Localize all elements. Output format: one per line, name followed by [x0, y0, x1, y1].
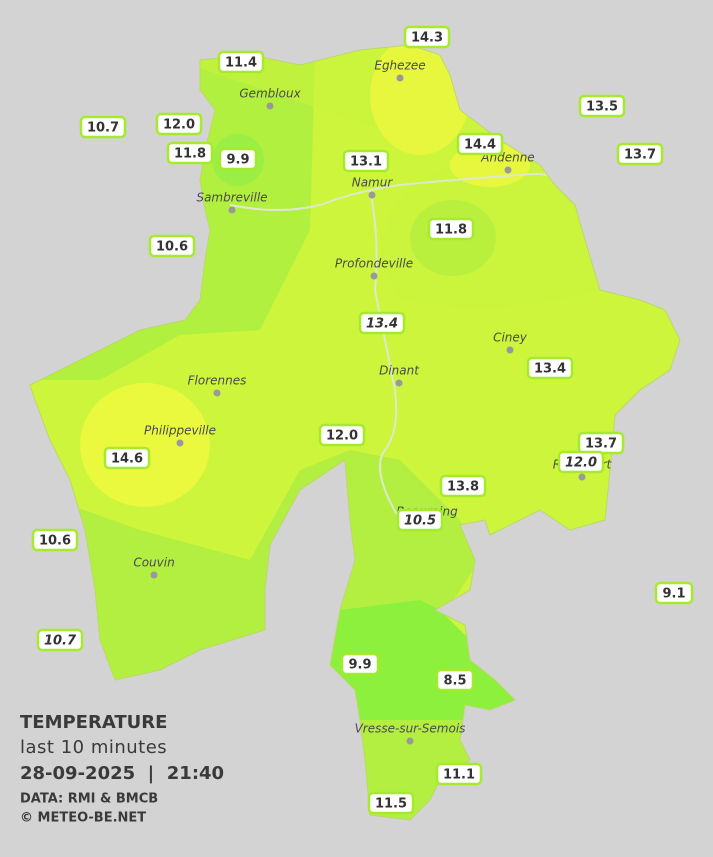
station-box	[79, 115, 127, 139]
town-dot	[504, 166, 512, 174]
station-value: 10.6	[39, 534, 71, 549]
station-value: 10.6	[156, 240, 188, 255]
legend-title: TEMPERATURE	[20, 712, 167, 733]
town-dot	[370, 272, 378, 280]
town-dot	[406, 737, 414, 745]
town-dot	[266, 102, 274, 110]
station-box	[456, 132, 504, 156]
town-label: Philippeville	[144, 424, 216, 438]
town-label: Ciney	[493, 331, 528, 345]
station-value: 12.0	[163, 118, 195, 133]
station-value: 11.5	[375, 797, 407, 812]
station-value: 14.6	[111, 452, 143, 467]
station-value: 10.7	[44, 634, 77, 649]
station-value: 13.8	[447, 480, 479, 495]
station-value: 10.5	[404, 514, 436, 529]
station-box	[342, 149, 390, 173]
town-label: Profondeville	[335, 257, 413, 271]
station-box	[166, 141, 214, 165]
town-label: Eghezee	[374, 59, 425, 73]
station-value: 13.7	[585, 437, 617, 452]
station-value: 9.9	[348, 658, 371, 673]
town-dot	[506, 346, 514, 354]
legend-source: DATA: RMI & BMCB	[20, 792, 158, 807]
station-value: 8.5	[443, 674, 466, 689]
station-value: 12.0	[565, 456, 597, 471]
station-box	[218, 147, 258, 171]
station-box	[654, 581, 694, 605]
town-label: Sambreville	[196, 191, 267, 205]
station-value: 13.5	[586, 100, 618, 115]
station-box	[435, 668, 475, 692]
station-value: 12.0	[326, 429, 358, 444]
town-dot	[213, 389, 221, 397]
station-value: 13.1	[350, 155, 382, 170]
station-value: 11.1	[443, 768, 475, 783]
station-box	[358, 311, 406, 335]
station-value: 11.4	[225, 56, 257, 71]
station-value: 9.9	[226, 153, 249, 168]
station-value: 9.1	[662, 587, 685, 602]
legend-credit: © METEO-BE.NET	[20, 811, 146, 826]
station-box	[616, 142, 664, 166]
station-box	[148, 234, 196, 258]
town-label: Couvin	[133, 556, 174, 570]
station-box	[36, 628, 84, 652]
town-label: Florennes	[188, 374, 247, 388]
station-box	[217, 50, 265, 74]
station-box	[557, 450, 605, 474]
station-box	[435, 762, 483, 786]
station-value: 13.4	[534, 362, 566, 377]
town-dot	[395, 379, 403, 387]
town-dot	[368, 191, 376, 199]
stations: 14.3 11.4 10.7 12.0 11.8 9.9 13.5 14.4 13.7 13.1 1…	[31, 25, 694, 815]
station-box	[340, 652, 380, 676]
station-value: 13.4	[366, 317, 398, 332]
station-value: 13.7	[624, 148, 656, 163]
station-value: 10.7	[87, 121, 119, 136]
town-dot	[228, 206, 236, 214]
station-box	[318, 423, 366, 447]
station-box	[578, 94, 626, 118]
town-label: Gembloux	[239, 87, 301, 101]
legend-datetime: 28-09-2025 | 21:40	[20, 763, 224, 784]
station-box	[103, 446, 151, 470]
station-box	[155, 112, 203, 136]
station-box	[427, 217, 475, 241]
town-label: Dinant	[379, 364, 420, 378]
station-box	[396, 508, 444, 532]
station-box	[367, 791, 415, 815]
town-dot	[578, 473, 586, 481]
station-value: 11.8	[174, 147, 206, 162]
town-dot	[150, 571, 158, 579]
station-box	[439, 474, 487, 498]
station-box	[403, 25, 451, 49]
station-box	[526, 356, 574, 380]
station-value: 11.8	[435, 223, 467, 238]
legend-subtitle: last 10 minutes	[20, 737, 167, 758]
station-box	[31, 528, 79, 552]
station-value: 14.3	[411, 31, 443, 46]
station-value: 14.4	[464, 138, 496, 153]
town-dot	[176, 439, 184, 447]
town-dot	[396, 74, 404, 82]
town-label: Namur	[352, 176, 394, 190]
town-label: Vresse-sur-Semois	[355, 722, 466, 736]
